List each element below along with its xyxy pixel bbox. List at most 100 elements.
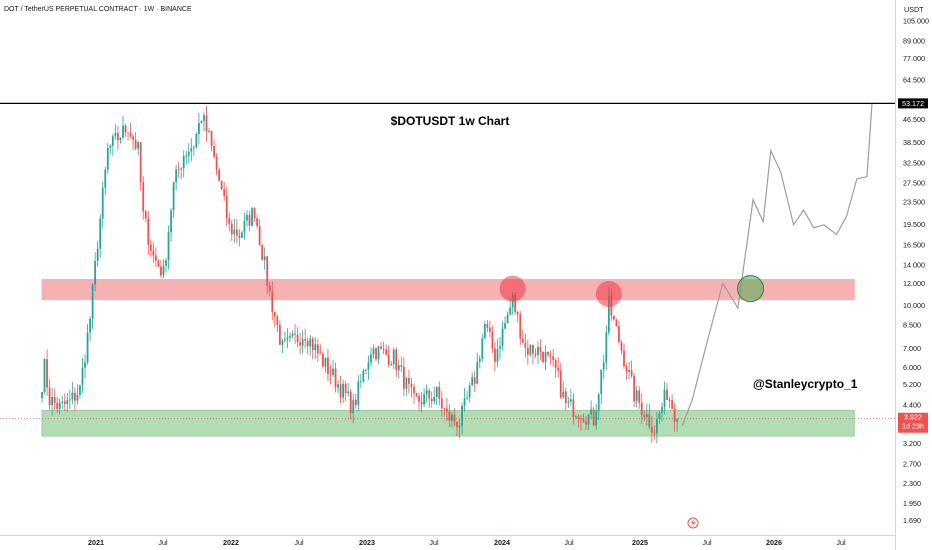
candle[interactable] xyxy=(572,393,575,425)
candle[interactable] xyxy=(377,345,380,365)
candle[interactable] xyxy=(91,283,94,329)
candle[interactable] xyxy=(94,252,97,292)
candle[interactable] xyxy=(425,384,428,403)
candle[interactable] xyxy=(590,400,593,420)
candle[interactable] xyxy=(638,385,641,409)
candle[interactable] xyxy=(365,368,367,375)
candle[interactable] xyxy=(124,124,127,137)
candle[interactable] xyxy=(615,318,618,327)
candle[interactable] xyxy=(306,337,309,355)
candle[interactable] xyxy=(165,257,167,273)
candle[interactable] xyxy=(278,320,281,346)
candle[interactable] xyxy=(321,351,324,369)
candle[interactable] xyxy=(157,259,160,268)
candle[interactable] xyxy=(521,329,524,343)
candle[interactable] xyxy=(372,344,375,359)
candle[interactable] xyxy=(499,337,501,360)
rejection-marker[interactable] xyxy=(595,280,622,307)
candle[interactable] xyxy=(66,393,69,412)
candle[interactable] xyxy=(554,358,557,379)
candle[interactable] xyxy=(650,416,653,443)
candle[interactable] xyxy=(405,376,408,396)
candle[interactable] xyxy=(395,347,398,377)
candle[interactable] xyxy=(197,112,200,145)
candle[interactable] xyxy=(215,153,218,176)
candle[interactable] xyxy=(605,325,608,371)
candle[interactable] xyxy=(261,244,264,261)
candle[interactable] xyxy=(666,383,668,401)
candle[interactable] xyxy=(190,138,193,161)
candle[interactable] xyxy=(324,357,327,373)
candle[interactable] xyxy=(273,311,276,328)
candle[interactable] xyxy=(476,352,479,385)
candle[interactable] xyxy=(362,368,365,384)
candle[interactable] xyxy=(587,414,590,431)
candle[interactable] xyxy=(223,182,226,202)
candle[interactable] xyxy=(539,339,542,361)
candle[interactable] xyxy=(96,240,99,267)
candle[interactable] xyxy=(385,344,388,356)
candle[interactable] xyxy=(461,402,463,435)
candle[interactable] xyxy=(314,337,317,359)
candle[interactable] xyxy=(84,354,86,379)
support-zone[interactable] xyxy=(41,409,855,437)
candle[interactable] xyxy=(597,392,600,421)
candle[interactable] xyxy=(400,356,403,373)
candle[interactable] xyxy=(195,132,198,149)
candle[interactable] xyxy=(76,384,79,405)
candle[interactable] xyxy=(263,247,266,270)
candle[interactable] xyxy=(559,363,562,400)
candle[interactable] xyxy=(185,151,188,166)
candle[interactable] xyxy=(129,123,132,139)
candle[interactable] xyxy=(567,397,570,408)
candle[interactable] xyxy=(585,416,587,430)
candle[interactable] xyxy=(354,393,357,409)
candle[interactable] xyxy=(104,166,107,196)
candle[interactable] xyxy=(299,332,302,355)
candle[interactable] xyxy=(233,218,236,243)
candle[interactable] xyxy=(420,392,423,413)
candle[interactable] xyxy=(640,393,643,424)
candle[interactable] xyxy=(122,115,124,139)
candle[interactable] xyxy=(496,338,499,367)
candle[interactable] xyxy=(676,418,679,432)
candle[interactable] xyxy=(46,349,48,396)
candle[interactable] xyxy=(658,411,661,425)
candle[interactable] xyxy=(180,167,183,180)
candle[interactable] xyxy=(172,181,175,219)
candle[interactable] xyxy=(402,357,405,397)
candle[interactable] xyxy=(671,394,673,410)
candle[interactable] xyxy=(453,408,456,427)
candle[interactable] xyxy=(501,321,504,351)
candle[interactable] xyxy=(154,247,157,268)
candle[interactable] xyxy=(316,339,319,363)
candle[interactable] xyxy=(408,369,410,394)
candle[interactable] xyxy=(357,375,360,412)
candle[interactable] xyxy=(552,349,555,367)
breakout-marker[interactable] xyxy=(737,275,765,303)
candle[interactable] xyxy=(266,255,269,294)
candle[interactable] xyxy=(106,143,109,174)
candle[interactable] xyxy=(653,425,656,440)
candle[interactable] xyxy=(114,124,117,140)
candle[interactable] xyxy=(296,327,299,348)
candle[interactable] xyxy=(220,180,223,191)
candle[interactable] xyxy=(68,389,71,410)
candle[interactable] xyxy=(532,344,534,365)
candle[interactable] xyxy=(468,382,471,403)
candle[interactable] xyxy=(458,419,461,438)
resistance-zone[interactable] xyxy=(41,278,855,301)
candle[interactable] xyxy=(127,132,129,141)
candle[interactable] xyxy=(504,316,506,330)
candle[interactable] xyxy=(582,413,585,423)
candle[interactable] xyxy=(544,345,547,371)
candle[interactable] xyxy=(633,372,636,407)
candle[interactable] xyxy=(337,379,339,394)
candle[interactable] xyxy=(471,372,474,387)
candle[interactable] xyxy=(246,210,248,227)
candle[interactable] xyxy=(203,112,205,132)
candle[interactable] xyxy=(61,395,64,409)
candle[interactable] xyxy=(286,328,289,349)
candle[interactable] xyxy=(334,362,337,393)
candle[interactable] xyxy=(311,336,314,360)
